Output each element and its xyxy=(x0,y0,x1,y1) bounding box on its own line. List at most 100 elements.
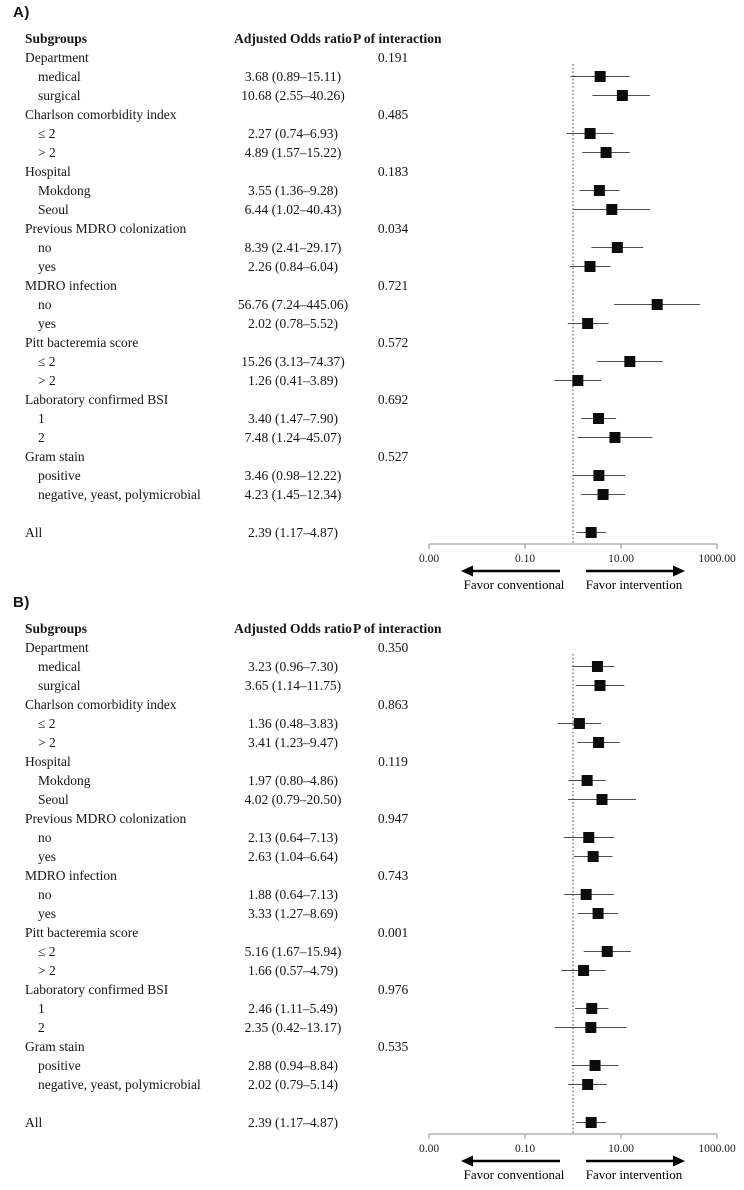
odds-ratio-value: 1.66 (0.57–4.79) xyxy=(248,963,338,978)
column-header-p-interaction: P of interaction xyxy=(353,621,442,636)
odds-ratio-value: 56.76 (7.24–445.06) xyxy=(237,297,349,312)
odds-ratio-value: 2.35 (0.42–13.17) xyxy=(244,1020,342,1035)
or-marker xyxy=(572,375,584,386)
group-row-label: Hospital xyxy=(25,164,71,179)
or-marker xyxy=(584,128,596,139)
subgroup-row-label: medical xyxy=(38,69,81,84)
subgroup-row-label: surgical xyxy=(38,88,81,103)
subgroup-row-label: > 2 xyxy=(38,145,56,160)
p-interaction-value: 0.191 xyxy=(377,50,409,65)
or-marker xyxy=(585,1022,597,1033)
subgroup-row-label: no xyxy=(38,240,52,255)
odds-ratio-value: 2.46 (1.11–5.49) xyxy=(248,1001,338,1016)
favor-intervention-arrowhead xyxy=(673,565,685,577)
x-axis-tick-label: 0.00 xyxy=(419,1143,439,1155)
odds-ratio-value: 3.65 (1.14–11.75) xyxy=(244,678,342,693)
or-marker xyxy=(606,204,618,215)
group-row-label: Pitt bacteremia score xyxy=(25,925,139,940)
group-row-label: Department xyxy=(25,50,89,65)
or-marker xyxy=(589,1060,601,1071)
column-header-odds-ratio: Adjusted Odds ratio xyxy=(234,31,352,46)
odds-ratio-value: 7.48 (1.24–45.07) xyxy=(244,430,342,445)
group-row-label: Previous MDRO colonization xyxy=(25,221,187,236)
or-marker xyxy=(582,318,594,329)
group-row-label: All xyxy=(25,525,43,540)
or-marker xyxy=(593,413,605,424)
favor-conventional-label: Favor conventional xyxy=(464,1167,565,1182)
odds-ratio-value: 2.13 (0.64–7.13) xyxy=(248,830,338,845)
subgroup-row-label: medical xyxy=(38,659,81,674)
panel-label: A) xyxy=(13,4,30,21)
x-axis-tick-label: 0.10 xyxy=(515,553,535,565)
forest-plot-area-a: 0.00 0.10 10.00 1000.00 Favor conventional Fa… xyxy=(419,64,736,592)
odds-ratio-value: 4.23 (1.45–12.34) xyxy=(244,487,342,502)
odds-ratio-value: 2.27 (0.74–6.93) xyxy=(248,126,338,141)
subgroup-row-label: yes xyxy=(38,316,56,331)
column-header-p-interaction: P of interaction xyxy=(353,31,442,46)
or-marker xyxy=(601,946,613,957)
or-marker xyxy=(580,889,592,900)
or-marker xyxy=(596,794,608,805)
column-header-subgroups: Subgroups xyxy=(25,621,88,636)
group-row-label: Charlson comorbidity index xyxy=(25,697,177,712)
group-row-label: Hospital xyxy=(25,754,71,769)
odds-ratio-value: 3.40 (1.47–7.90) xyxy=(248,411,338,426)
column-header-subgroups: Subgroups xyxy=(25,31,88,46)
p-interaction-value: 0.485 xyxy=(377,107,409,122)
or-marker xyxy=(594,71,606,82)
group-row-label: Laboratory confirmed BSI xyxy=(25,392,169,407)
panel-a: A) Subgroups Adjusted Odds ratio P of inter… xyxy=(0,0,744,592)
p-interaction-value: 0.350 xyxy=(377,640,409,655)
group-row-label: MDRO infection xyxy=(25,868,117,883)
subgroup-row-label: surgical xyxy=(38,678,81,693)
p-interaction-value: 0.572 xyxy=(377,335,409,350)
or-marker xyxy=(597,489,609,500)
or-marker xyxy=(581,775,593,786)
p-interaction-value: 0.721 xyxy=(377,278,409,293)
favor-intervention-label: Favor intervention xyxy=(586,1167,683,1182)
or-marker xyxy=(585,1117,597,1128)
odds-ratio-value: 3.33 (1.27–8.69) xyxy=(248,906,338,921)
or-marker xyxy=(583,832,595,843)
or-marker xyxy=(584,261,596,272)
subgroup-row-label: > 2 xyxy=(38,963,56,978)
subgroup-row-label: Seoul xyxy=(38,792,69,807)
group-row-label: Previous MDRO colonization xyxy=(25,811,187,826)
odds-ratio-value: 10.68 (2.55–40.26) xyxy=(241,88,345,103)
or-marker xyxy=(651,299,663,310)
odds-ratio-value: 3.46 (0.98–12.22) xyxy=(244,468,342,483)
odds-ratio-value: 1.97 (0.80–4.86) xyxy=(248,773,338,788)
or-marker xyxy=(594,680,606,691)
odds-ratio-value: 1.36 (0.48–3.83) xyxy=(248,716,338,731)
subgroup-row-label: Mokdong xyxy=(38,773,91,788)
group-row-label: MDRO infection xyxy=(25,278,117,293)
panel-b: B) Subgroups Adjusted Odds ratio P of inter… xyxy=(0,590,744,1187)
favor-conventional-arrowhead xyxy=(461,1155,473,1167)
or-marker xyxy=(592,908,604,919)
or-marker xyxy=(624,356,636,367)
or-marker xyxy=(593,185,605,196)
odds-ratio-value: 2.39 (1.17–4.87) xyxy=(248,525,338,540)
favor-conventional-label: Favor conventional xyxy=(464,577,565,592)
column-header-odds-ratio: Adjusted Odds ratio xyxy=(234,621,352,636)
group-row-label: All xyxy=(25,1115,43,1130)
p-interaction-value: 0.692 xyxy=(377,392,409,407)
x-axis-tick-label: 1000.00 xyxy=(698,1143,736,1155)
x-axis-tick-label: 10.00 xyxy=(608,553,634,565)
odds-ratio-value: 3.23 (0.96–7.30) xyxy=(248,659,338,674)
odds-ratio-value: 2.88 (0.94–8.84) xyxy=(248,1058,338,1073)
p-interaction-value: 0.527 xyxy=(377,449,409,464)
group-row-label: Department xyxy=(25,640,89,655)
p-interaction-value: 0.947 xyxy=(377,811,409,826)
subgroup-row-label: ≤ 2 xyxy=(38,944,56,959)
subgroup-row-label: no xyxy=(38,887,52,902)
subgroup-row-label: positive xyxy=(38,468,81,483)
favor-intervention-arrowhead xyxy=(673,1155,685,1167)
odds-ratio-value: 2.02 (0.79–5.14) xyxy=(248,1077,338,1092)
subgroup-row-label: Mokdong xyxy=(38,183,91,198)
p-interaction-value: 0.976 xyxy=(377,982,409,997)
subgroup-row-label: ≤ 2 xyxy=(38,354,56,369)
x-axis-tick-label: 1000.00 xyxy=(698,553,736,565)
subgroup-row-label: no xyxy=(38,830,52,845)
p-interaction-value: 0.119 xyxy=(378,754,408,769)
